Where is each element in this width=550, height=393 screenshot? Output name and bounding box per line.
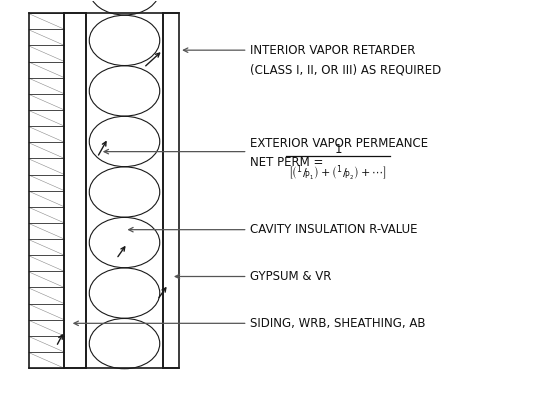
Text: SIDING, WRB, SHEATHING, AB: SIDING, WRB, SHEATHING, AB (250, 317, 426, 330)
Text: GYPSUM & VR: GYPSUM & VR (250, 270, 332, 283)
Text: NET PERM =: NET PERM = (250, 156, 324, 169)
Text: INTERIOR VAPOR RETARDER: INTERIOR VAPOR RETARDER (250, 44, 416, 57)
Bar (163, 13, 179, 368)
Text: $\left[\left(\mathregular{^1/_{\!P_1}}\right)+\left(\mathregular{^1/_{\!P_2}}\ri: $\left[\left(\mathregular{^1/_{\!P_1}}\r… (288, 163, 387, 183)
Bar (64, 13, 86, 368)
Text: CAVITY INSULATION R-VALUE: CAVITY INSULATION R-VALUE (250, 223, 418, 236)
Text: EXTERIOR VAPOR PERMEANCE: EXTERIOR VAPOR PERMEANCE (250, 137, 428, 150)
Text: 1: 1 (334, 143, 342, 156)
Text: (CLASS I, II, OR III) AS REQUIRED: (CLASS I, II, OR III) AS REQUIRED (250, 63, 442, 76)
